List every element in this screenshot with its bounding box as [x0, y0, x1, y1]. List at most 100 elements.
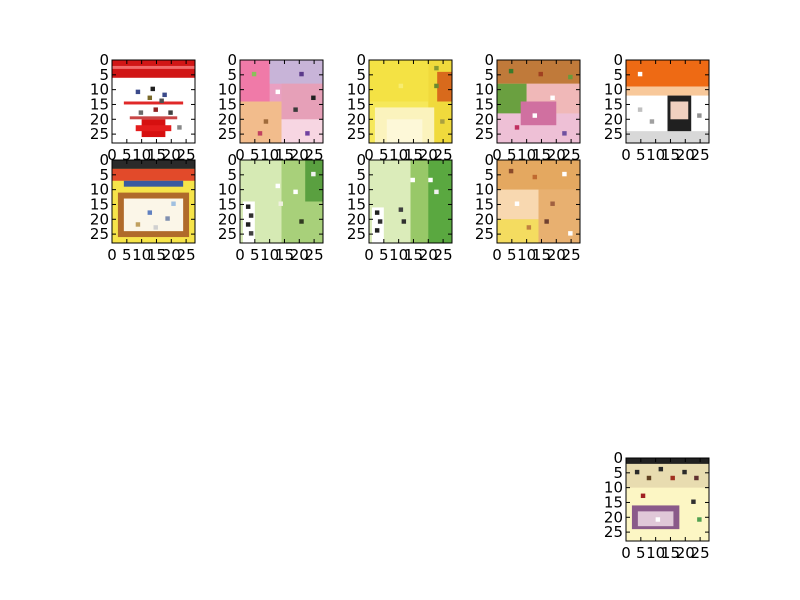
y-tick-label: 10 [218, 81, 237, 99]
image-pixel [311, 171, 316, 177]
image-pixel [434, 189, 439, 195]
x-tick-label: 15 [404, 246, 423, 264]
image-pixel [162, 92, 167, 98]
image-pixel [526, 225, 532, 230]
y-tick-label: 10 [604, 81, 623, 99]
image-pixel [171, 201, 176, 206]
y-tick-label: 20 [604, 508, 623, 526]
x-tick-label: 0 [492, 146, 502, 164]
image-pixel [293, 189, 298, 195]
y-tick-label: 10 [604, 479, 623, 497]
y-tick-label: 15 [347, 195, 366, 213]
y-tick-label: 15 [218, 195, 237, 213]
image-region [497, 160, 580, 190]
y-tick-label: 25 [604, 125, 623, 143]
x-tick-label: 10 [646, 146, 665, 164]
thumbnail-image [112, 160, 195, 243]
image-pixel [293, 107, 298, 112]
x-tick-label: 10 [132, 246, 151, 264]
image-pixel [538, 71, 543, 77]
y-tick-label: 20 [90, 210, 109, 228]
image-pixel [251, 71, 257, 77]
image-region [281, 119, 323, 143]
x-tick-label: 20 [162, 246, 181, 264]
axes-frame [625, 457, 710, 542]
image-region [670, 101, 689, 120]
image-pixel [670, 475, 675, 481]
image-pixel [434, 83, 439, 89]
image-pixel [398, 207, 404, 212]
y-tick-label: 0 [99, 151, 109, 169]
image-pixel [168, 110, 173, 115]
image-pixel [410, 177, 415, 183]
x-tick-label: 0 [621, 146, 631, 164]
image-pixel [374, 210, 380, 215]
thumbnail-image [497, 160, 580, 243]
axes-frame [496, 59, 581, 144]
y-tick-label: 5 [356, 166, 366, 184]
x-tick-label: 5 [122, 246, 132, 264]
image-pixel [150, 86, 155, 92]
x-tick-label: 15 [532, 246, 551, 264]
x-tick-label: 15 [661, 146, 680, 164]
image-pixel [508, 168, 514, 174]
image-pixel [257, 131, 263, 136]
image-pixel [562, 131, 567, 136]
x-tick-label: 0 [235, 146, 245, 164]
y-tick-label: 25 [604, 523, 623, 541]
y-tick-label: 25 [347, 125, 366, 143]
x-tick-label: 15 [275, 246, 294, 264]
axes-frame [111, 159, 196, 244]
y-tick-label: 0 [227, 51, 237, 69]
image-pixel [153, 225, 158, 230]
y-tick-label: 5 [227, 166, 237, 184]
y-tick-label: 0 [227, 151, 237, 169]
axes-frame [239, 159, 324, 244]
thumbnail-image [112, 60, 195, 143]
image-pixel [159, 98, 164, 103]
y-tick-label: 5 [613, 66, 623, 84]
x-tick-label: 20 [419, 246, 438, 264]
y-tick-label: 15 [475, 95, 494, 113]
y-tick-label: 15 [475, 195, 494, 213]
x-tick-label: 15 [661, 544, 680, 562]
image-pixel [147, 210, 153, 215]
image-pixel [655, 517, 661, 522]
axes-frame [496, 159, 581, 244]
x-tick-label: 0 [364, 146, 374, 164]
axes-frame [239, 59, 324, 144]
y-tick-label: 25 [475, 225, 494, 243]
x-tick-label: 5 [379, 246, 389, 264]
x-tick-label: 0 [107, 246, 117, 264]
image-region [497, 219, 539, 243]
x-tick-label: 10 [517, 246, 536, 264]
image-pixel [640, 493, 646, 499]
y-tick-label: 25 [90, 225, 109, 243]
image-pixel [374, 228, 380, 233]
x-tick-label: 10 [260, 246, 279, 264]
image-pixel [248, 231, 254, 236]
y-tick-label: 25 [90, 125, 109, 143]
image-pixel [637, 107, 643, 112]
y-tick-label: 20 [475, 110, 494, 128]
x-tick-label: 20 [547, 246, 566, 264]
thumbnail-image [626, 458, 709, 541]
image-region [240, 101, 282, 143]
image-pixel [305, 131, 310, 136]
y-tick-label: 10 [90, 181, 109, 199]
image-region [123, 101, 184, 105]
image-region [371, 207, 384, 243]
y-tick-label: 25 [218, 225, 237, 243]
y-tick-label: 0 [99, 51, 109, 69]
thumbnail-image [369, 160, 452, 243]
x-tick-label: 20 [676, 544, 695, 562]
y-tick-label: 10 [218, 181, 237, 199]
y-tick-label: 0 [613, 51, 623, 69]
y-tick-label: 20 [218, 210, 237, 228]
